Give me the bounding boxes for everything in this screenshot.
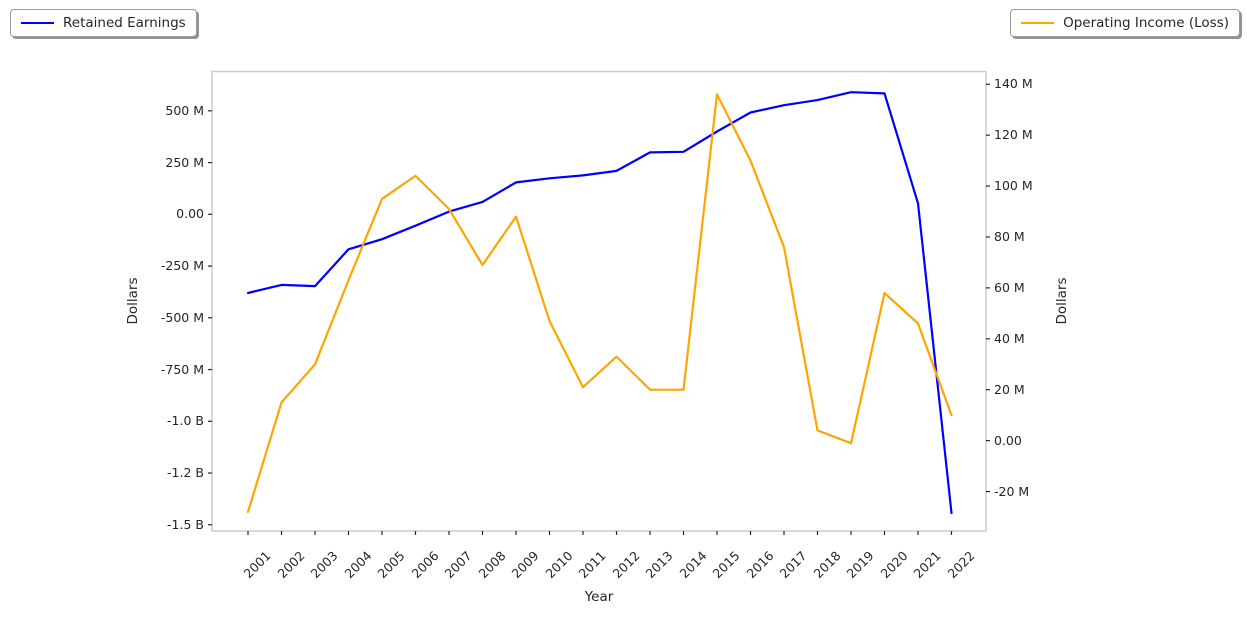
y-left-tick-label: -750 M [160,361,204,377]
y-left-tick-label: -1.2 B [167,465,204,481]
y-left-tick-label: -250 M [160,258,204,274]
y-right-tick-label: 120 M [994,127,1033,143]
y-right-tick-label: 80 M [994,228,1025,244]
line-retained-earnings [246,91,953,515]
y-right-tick-label: -20 M [994,483,1030,499]
legend-operating-income-label: Operating Income (Loss) [1063,15,1229,31]
y-right-tick-label: 20 M [994,381,1025,397]
legend-operating-income: Operating Income (Loss) [1010,9,1240,37]
x-axis-label: Year [584,589,614,605]
legend-retained-earnings-label: Retained Earnings [63,15,186,31]
y-left-tick-label: -1.5 B [167,516,204,532]
y-left-tick-label: 500 M [165,102,204,118]
y-right-tick-label: 60 M [994,279,1025,295]
plot-border [211,70,987,532]
y-right-tick-label: 140 M [994,76,1033,92]
line-operating-income-loss [246,93,953,513]
y-left-tick-label: 250 M [165,154,204,170]
retained-earnings-line-swatch [21,21,54,25]
y-left-tick-label: -1.0 B [167,413,204,429]
y-right-tick-label: 0.00 [994,432,1022,448]
y-left-tick-label: 0.00 [176,206,204,222]
y-right-tick-label: 100 M [994,178,1033,194]
y-left-tick-label: -500 M [160,309,204,325]
operating-income-line-swatch [1021,21,1055,25]
legend-retained-earnings: Retained Earnings [10,9,197,37]
y-right-tick-label: 40 M [994,330,1025,346]
